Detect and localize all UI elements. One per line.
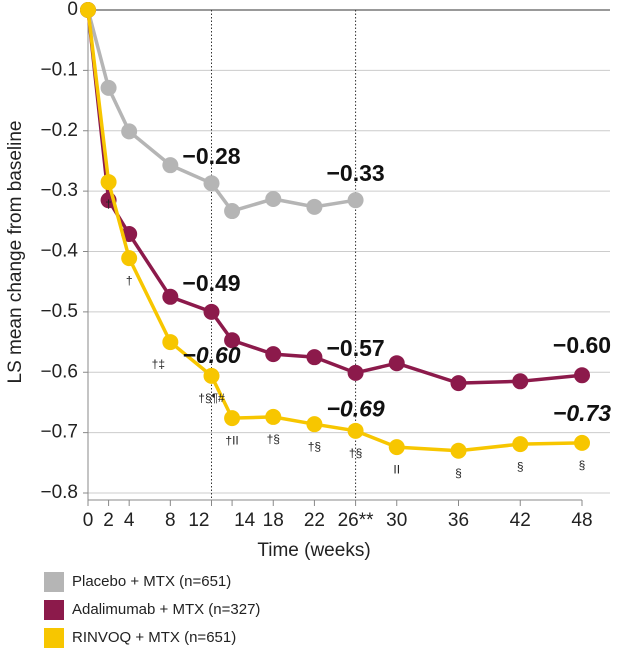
data-point — [80, 2, 96, 18]
y-tick-label: −0.2 — [40, 120, 78, 141]
x-tick-label: 12 — [188, 510, 209, 531]
significance-note: †§¶# — [198, 391, 225, 405]
data-point — [306, 198, 323, 215]
data-point — [224, 203, 241, 220]
data-point — [265, 408, 282, 425]
data-point — [450, 442, 467, 459]
y-tick-label: −0.5 — [40, 301, 78, 322]
data-point — [388, 355, 405, 372]
series-line — [86, 9, 356, 214]
x-tick-label: 18 — [263, 510, 284, 531]
x-tick-label: 14 — [234, 510, 256, 531]
data-point — [203, 175, 220, 192]
x-tick-label: 48 — [571, 510, 592, 531]
legend-label: Placebo + MTX (n=651) — [72, 573, 231, 590]
legend-swatch — [44, 628, 64, 648]
data-point — [162, 334, 179, 351]
x-tick-label: 26** — [338, 510, 375, 531]
significance-note: † — [105, 197, 112, 211]
data-point — [450, 375, 467, 392]
data-point — [347, 422, 364, 439]
significance-note: § — [455, 466, 462, 480]
y-tick-label: −0.6 — [40, 361, 78, 382]
annotation: −0.28 — [182, 143, 240, 169]
data-point — [224, 332, 241, 349]
x-axis-label: Time (weeks) — [257, 540, 370, 561]
data-point — [121, 123, 138, 140]
data-point — [203, 367, 220, 384]
y-axis-label: LS mean change from baseline — [5, 121, 26, 384]
x-tick-label: 36 — [448, 510, 469, 531]
y-tick-label: −0.4 — [40, 241, 78, 262]
data-point — [203, 303, 220, 320]
data-point — [388, 439, 405, 456]
y-tick-label: −0.8 — [40, 482, 78, 503]
annotation: −0.60 — [553, 332, 611, 358]
data-point — [306, 349, 323, 366]
significance-note: †‡ — [152, 357, 165, 371]
y-tick-label: 0 — [67, 0, 78, 20]
x-tick-label: 22 — [304, 510, 325, 531]
annotation: −0.60 — [182, 342, 240, 368]
y-tick-label: −0.1 — [40, 59, 78, 80]
data-point — [100, 79, 117, 96]
data-point — [121, 250, 138, 267]
legend-swatch — [44, 600, 64, 620]
annotation: −0.69 — [326, 395, 384, 421]
data-point — [574, 367, 590, 384]
x-tick-label: 0 — [83, 510, 94, 531]
series-line — [86, 9, 583, 453]
data-point — [347, 364, 364, 381]
annotation: −0.49 — [182, 270, 240, 296]
x-tick-label: 4 — [124, 510, 135, 531]
data-point — [347, 192, 364, 209]
x-tick-label: 8 — [165, 510, 176, 531]
significance-note: § — [517, 459, 524, 473]
data-point — [162, 157, 179, 174]
data-point — [265, 190, 282, 207]
annotation: −0.57 — [326, 335, 384, 361]
annotation: −0.33 — [326, 160, 384, 186]
significance-note: †§ — [349, 446, 362, 460]
x-tick-label: 30 — [386, 510, 407, 531]
legend-label: RINVOQ + MTX (n=651) — [72, 629, 236, 646]
x-tick-label: 2 — [103, 510, 114, 531]
legend-swatch — [44, 572, 64, 592]
data-point — [224, 410, 241, 427]
significance-note: †§ — [308, 439, 321, 453]
data-point — [512, 373, 529, 390]
data-point — [512, 436, 529, 453]
annotation: −0.73 — [553, 400, 611, 426]
data-point — [265, 346, 282, 363]
significance-note: †§ — [267, 432, 280, 446]
x-tick-label: 42 — [510, 510, 531, 531]
data-point — [306, 416, 323, 433]
data-point — [162, 288, 179, 305]
significance-note: § — [579, 458, 586, 472]
legend-label: Adalimumab + MTX (n=327) — [72, 601, 260, 618]
significance-note: †II — [225, 433, 238, 447]
significance-note: † — [126, 273, 133, 287]
y-tick-label: −0.7 — [40, 422, 78, 443]
y-tick-label: −0.3 — [40, 180, 78, 201]
significance-note: II — [393, 462, 400, 476]
data-point — [100, 174, 117, 191]
data-point — [574, 434, 590, 451]
